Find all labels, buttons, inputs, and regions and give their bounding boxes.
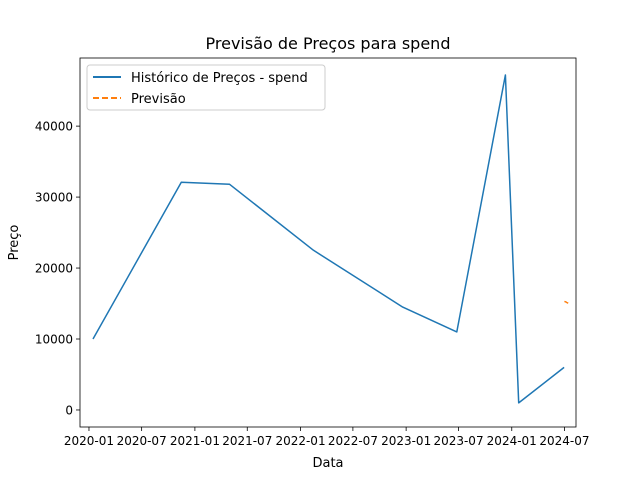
x-tick-label-5: 2022-07 (328, 434, 378, 448)
x-tick-label-9: 2024-07 (539, 434, 589, 448)
x-tick-label-8: 2024-01 (487, 434, 537, 448)
x-tick-label-0: 2020-01 (64, 434, 114, 448)
y-axis: 0 10000 20000 30000 40000 (35, 120, 80, 417)
series-line-1 (564, 300, 569, 304)
y-tick-label-1: 10000 (35, 333, 73, 347)
legend-label-historico: Histórico de Preços - spend (131, 71, 308, 86)
x-tick-label-7: 2023-07 (433, 434, 483, 448)
x-tick-label-3: 2021-07 (222, 434, 272, 448)
series-line-0 (92, 74, 565, 404)
x-axis: 2020-01 2020-07 2021-01 2021-07 2022-01 2022-… (64, 427, 589, 448)
plot-frame (79, 57, 577, 428)
y-axis-label: Preço (7, 225, 22, 261)
x-tick-label-4: 2022-01 (275, 434, 325, 448)
y-tick-label-3: 30000 (35, 191, 73, 205)
x-tick-label-1: 2020-07 (117, 434, 167, 448)
y-tick-label-4: 40000 (35, 120, 73, 134)
legend: Histórico de Preços - spend Previsão (86, 64, 326, 111)
series-lines (92, 74, 569, 404)
legend-box (86, 64, 326, 111)
x-axis-label: Data (312, 456, 343, 471)
legend-label-previsao: Previsão (131, 92, 186, 107)
chart-title: Previsão de Preços para spend (206, 34, 451, 53)
y-tick-label-0: 0 (65, 403, 73, 417)
x-tick-label-2: 2021-01 (170, 434, 220, 448)
y-tick-label-2: 20000 (35, 262, 73, 276)
x-tick-label-6: 2023-01 (381, 434, 431, 448)
